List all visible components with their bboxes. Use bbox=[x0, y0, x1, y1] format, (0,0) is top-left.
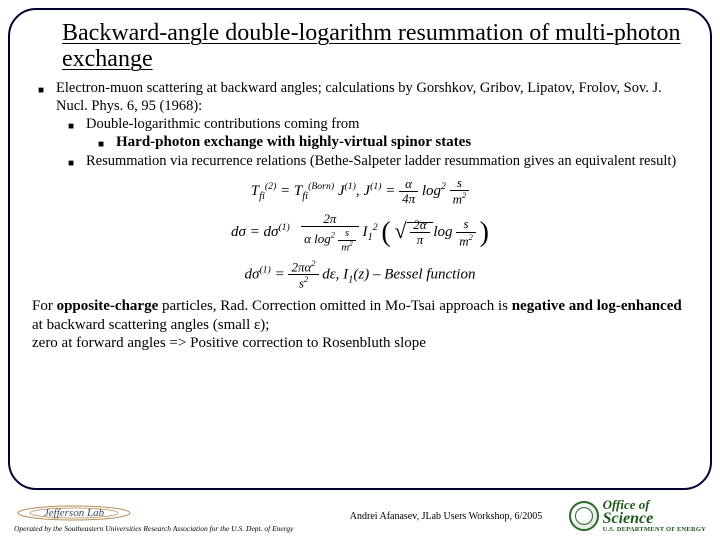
conclusion-text: For opposite-charge particles, Rad. Corr… bbox=[32, 297, 688, 353]
bullet-dot: ■ bbox=[32, 79, 50, 115]
jefferson-lab-logo: Jefferson Lab bbox=[14, 499, 134, 523]
slide-title: Backward-angle double-logarithm resummat… bbox=[62, 20, 688, 73]
footer: Jefferson Lab Operated by the Southeaste… bbox=[8, 492, 712, 540]
bullet-2b: ■ Resummation via recurrence relations (… bbox=[62, 152, 688, 170]
bullet-3: ■ Hard-photon exchange with highly-virtu… bbox=[92, 133, 688, 152]
bullet-2a: ■ Double-logarithmic contributions comin… bbox=[62, 115, 688, 133]
footer-left: Jefferson Lab Operated by the Southeaste… bbox=[14, 499, 293, 533]
office-of-science-text: Office of Science U.S. DEPARTMENT OF ENE… bbox=[603, 498, 706, 534]
svg-text:Jefferson Lab: Jefferson Lab bbox=[44, 507, 105, 519]
bullet-2a-text: Double-logarithmic contributions coming … bbox=[86, 115, 688, 133]
slide-frame: Backward-angle double-logarithm resummat… bbox=[8, 8, 712, 490]
operated-by-text: Operated by the Southeastern Universitie… bbox=[14, 524, 293, 533]
equation-1: Tfi(2) = Tfi(Born) J(1), J(1) = α4π log2… bbox=[32, 176, 688, 207]
bullet-1-text: Electron-muon scattering at backward ang… bbox=[56, 79, 688, 115]
equation-3: dσ(1) = 2πα2s2 dε, I1(z) – Bessel functi… bbox=[32, 259, 688, 291]
footer-attribution: Andrei Afanasev, JLab Users Workshop, 6/… bbox=[293, 511, 568, 522]
bullet-2b-text: Resummation via recurrence relations (Be… bbox=[86, 152, 688, 170]
equation-2: dσ = dσ(1) 2π α log2 sm2 I12 ( √ 2απ log… bbox=[32, 209, 688, 257]
bullet-1: ■ Electron-muon scattering at backward a… bbox=[32, 79, 688, 115]
bullet-dot: ■ bbox=[62, 115, 80, 133]
equations-block: Tfi(2) = Tfi(Born) J(1), J(1) = α4π log2… bbox=[32, 176, 688, 291]
office-of-science-icon bbox=[569, 501, 599, 531]
bullet-dot: ■ bbox=[62, 152, 80, 170]
footer-right: Office of Science U.S. DEPARTMENT OF ENE… bbox=[569, 498, 706, 534]
bullet-3-text: Hard-photon exchange with highly-virtual… bbox=[116, 133, 688, 152]
bullet-dot: ■ bbox=[92, 133, 110, 152]
